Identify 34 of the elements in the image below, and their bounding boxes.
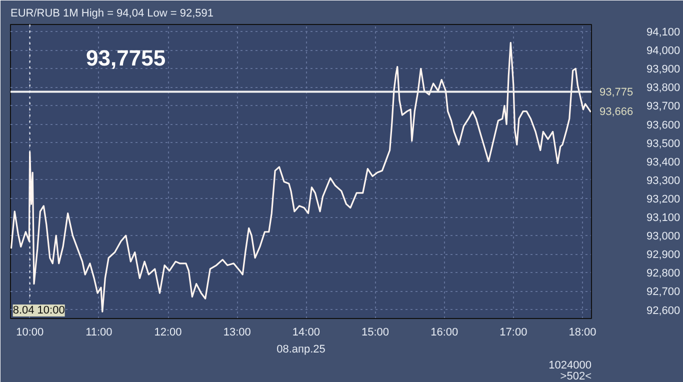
x-tick-label: 17:00 xyxy=(500,326,528,338)
x-axis-title: 08.апр.25 xyxy=(276,344,326,356)
x-tick-label: 13:00 xyxy=(223,326,251,338)
y-tick-label: 93,900 xyxy=(646,64,680,76)
y-tick-label: 93,300 xyxy=(646,174,680,187)
y-tick-label: 93,600 xyxy=(646,119,680,132)
text: 93,666 xyxy=(600,106,634,118)
x-tick-label: 12:00 xyxy=(154,326,182,338)
x-tick-label: 14:00 xyxy=(292,326,320,338)
x-tick-label: 10:00 xyxy=(16,326,44,338)
y-tick-label: 94,000 xyxy=(646,45,680,58)
y-tick-label: 93,100 xyxy=(646,212,680,224)
y-tick-label: 93,800 xyxy=(646,82,680,94)
y-tick-label: 92,600 xyxy=(646,304,680,317)
y-tick-label: 92,800 xyxy=(646,268,680,280)
text: >502< xyxy=(560,370,592,382)
ref-line-label: 8.04 10:00 xyxy=(12,304,65,316)
x-tick-label: 15:00 xyxy=(362,326,390,338)
y-tick-label: 94,100 xyxy=(646,26,680,39)
y-tick-label: 93,700 xyxy=(646,100,680,113)
y-tick-label: 93,500 xyxy=(646,138,680,150)
x-tick-label: 11:00 xyxy=(86,326,112,338)
chart-title: EUR/RUB 1M High = 94,04 Low = 92,591 xyxy=(10,8,214,20)
y-tick-label: 93,000 xyxy=(646,230,680,243)
ref-line-label: 93,775 xyxy=(600,86,634,99)
y-tick-label: 92,900 xyxy=(646,249,680,262)
y-tick-label: 93,200 xyxy=(646,193,680,206)
text: 1024000 xyxy=(548,360,592,372)
y-tick-label: 92,700 xyxy=(646,286,680,298)
x-tick-label: 16:00 xyxy=(430,326,458,338)
y-tick-label: 93,400 xyxy=(646,156,680,168)
line-series xyxy=(10,42,592,312)
x-tick-label: 18:00 xyxy=(568,326,596,338)
annotation: 93,7755 xyxy=(86,46,166,71)
